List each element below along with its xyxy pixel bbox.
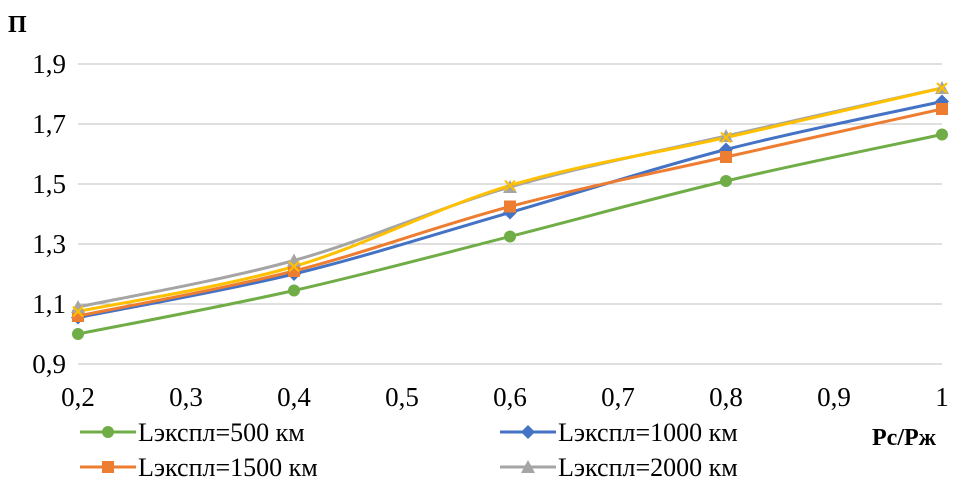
data-point-marker — [720, 175, 732, 187]
data-point-marker — [720, 151, 732, 163]
y-tick-label: 1,5 — [32, 169, 66, 199]
x-tick-label: 0,2 — [61, 382, 95, 412]
data-point-marker — [720, 131, 732, 144]
legend-label: Lэкспл=2000 км — [558, 453, 738, 480]
x-tick-labels: 0,2 0,3 0,4 0,5 0,6 0,7 0,8 0,9 1 — [61, 382, 949, 412]
data-point-marker — [936, 103, 948, 115]
y-tick-label: 0,9 — [32, 349, 66, 379]
data-point-marker — [719, 129, 733, 142]
x-tick-label: 1 — [935, 382, 949, 412]
legend: Lэкспл=500 км Lэкспл=1000 км Lэкспл=1500 к… — [80, 418, 738, 480]
x-tick-label: 0,4 — [277, 382, 311, 412]
legend-item: Lэкспл=2000 км — [500, 453, 738, 480]
gridlines — [78, 63, 942, 365]
y-axis-title: П — [8, 12, 27, 38]
y-tick-label: 1,1 — [32, 289, 66, 319]
legend-label: Lэкспл=1000 км — [558, 418, 738, 447]
y-tick-label: 1,3 — [32, 229, 66, 259]
x-tick-label: 0,7 — [601, 382, 635, 412]
y-tick-labels: 0,9 1,1 1,3 1,5 1,7 1,9 — [32, 49, 66, 379]
data-point-marker — [504, 230, 516, 243]
y-tick-label: 1,9 — [32, 49, 66, 79]
x-tick-label: 0,6 — [493, 382, 527, 412]
legend-item: Lэкспл=1000 км — [500, 418, 738, 447]
legend-marker — [521, 460, 535, 473]
legend-label: Lэкспл=500 км — [138, 418, 305, 447]
series-line-4 — [77, 86, 943, 309]
data-point-marker — [72, 328, 84, 340]
data-point-marker — [288, 265, 300, 277]
x-tick-label: 0,8 — [709, 382, 743, 412]
legend-item: Lэкспл=1500 км — [80, 453, 318, 480]
data-point-marker — [504, 179, 516, 192]
data-point-marker — [936, 128, 948, 141]
data-point-marker — [72, 305, 84, 318]
legend-marker — [521, 425, 535, 439]
data-point-marker — [288, 284, 300, 297]
data-point-marker — [288, 260, 300, 273]
legend-item: Lэкспл=500 км — [80, 418, 305, 447]
data-point-marker — [504, 200, 516, 213]
x-axis-title: Рс/Рж — [872, 425, 937, 451]
x-tick-label: 0,5 — [385, 382, 419, 412]
data-point-marker — [936, 82, 948, 94]
legend-marker — [102, 426, 114, 438]
y-tick-label: 1,7 — [32, 109, 66, 139]
data-point-marker — [71, 300, 85, 313]
x-tick-label: 0,9 — [817, 382, 851, 412]
x-tick-label: 0,3 — [169, 382, 203, 412]
legend-marker — [102, 461, 114, 473]
series-markers — [71, 81, 949, 340]
series-line-5 — [77, 86, 943, 313]
legend-label: Lэкспл=1500 км — [138, 453, 318, 480]
